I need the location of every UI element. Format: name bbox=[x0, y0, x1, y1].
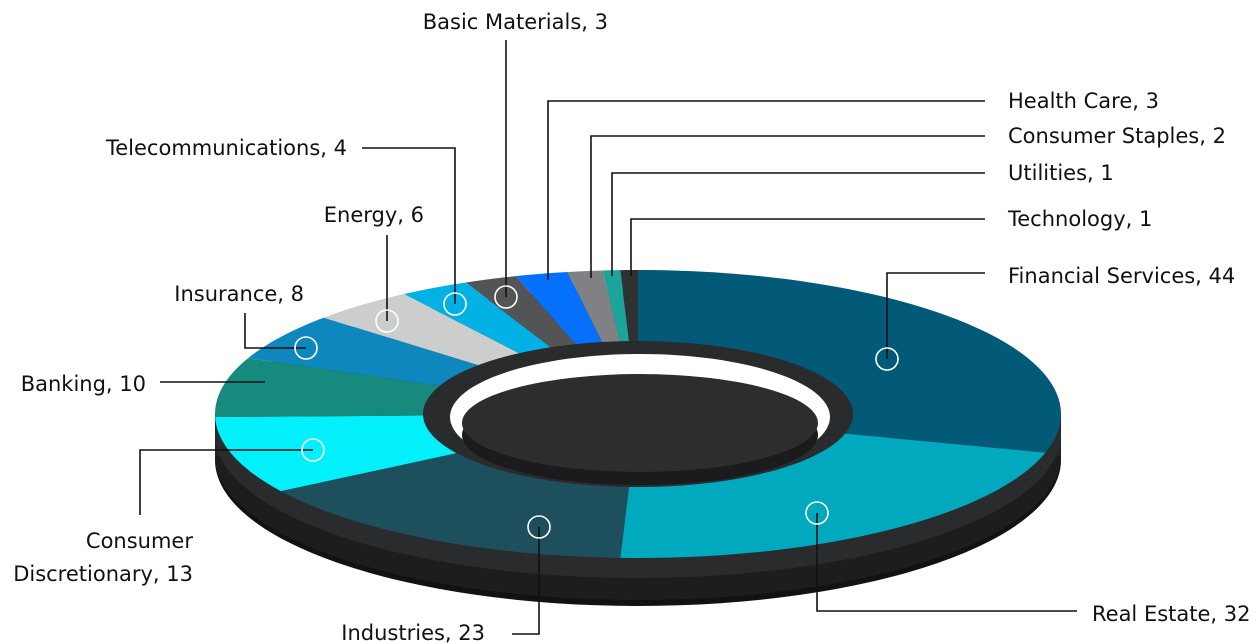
leader-line-utilities bbox=[611, 172, 985, 276]
label-group-banking: Banking, 10 bbox=[21, 372, 265, 396]
label-banking: Banking, 10 bbox=[21, 372, 146, 396]
label-technology: Technology, 1 bbox=[1007, 207, 1152, 231]
marker-consumer-discretionary bbox=[301, 438, 325, 462]
slice-technology bbox=[620, 270, 638, 342]
slice-labels: Financial Services, 44 Real Estate, 32 Ind… bbox=[13, 10, 1250, 644]
label-consumer-staples: Consumer Staples, 2 bbox=[1008, 124, 1226, 148]
label-consumer-discretionary-line2: Discretionary, 13 bbox=[13, 562, 193, 586]
label-group-technology: Technology, 1 bbox=[630, 207, 1152, 276]
leader-line-telecommunications bbox=[362, 147, 456, 304]
marker-telecommunications bbox=[443, 292, 467, 316]
leader-line-insurance bbox=[244, 313, 306, 349]
label-industries: Industries, 23 bbox=[341, 621, 485, 644]
slice-telecommunications bbox=[403, 282, 551, 354]
marker-industries bbox=[527, 515, 551, 539]
label-group-consumer-staples: Consumer Staples, 2 bbox=[590, 124, 1226, 278]
label-health-care: Health Care, 3 bbox=[1008, 89, 1159, 113]
slice-health-care bbox=[515, 272, 603, 345]
leader-line-health-care bbox=[547, 100, 985, 280]
label-group-industries: Industries, 23 bbox=[341, 515, 551, 644]
leader-line-technology bbox=[630, 218, 985, 276]
label-group-telecommunications: Telecommunications, 4 bbox=[105, 136, 467, 316]
marker-financial-services bbox=[875, 347, 899, 371]
label-energy: Energy, 6 bbox=[324, 203, 424, 227]
slice-insurance bbox=[248, 317, 479, 386]
label-real-estate: Real Estate, 32 bbox=[1092, 602, 1250, 626]
leader-line-consumer-discretionary bbox=[139, 449, 313, 515]
donut-hole bbox=[444, 348, 836, 485]
label-financial-services: Financial Services, 44 bbox=[1008, 264, 1235, 288]
slice-banking bbox=[215, 358, 440, 418]
label-group-financial-services: Financial Services, 44 bbox=[875, 264, 1235, 371]
center-disc-top bbox=[462, 374, 818, 472]
label-consumer-discretionary-line1: Consumer bbox=[86, 529, 193, 553]
marker-real-estate bbox=[805, 501, 829, 525]
leader-line-financial-services bbox=[886, 272, 985, 359]
slice-financial-services bbox=[638, 270, 1061, 453]
leader-line-industries bbox=[512, 527, 540, 635]
label-group-real-estate: Real Estate, 32 bbox=[805, 501, 1250, 626]
slice-energy bbox=[323, 294, 520, 366]
label-group-utilities: Utilities, 1 bbox=[611, 161, 1114, 276]
label-basic-materials: Basic Materials, 3 bbox=[423, 10, 608, 34]
label-group-consumer-discretionary: Consumer Discretionary, 13 bbox=[13, 438, 325, 586]
label-group-insurance: Insurance, 8 bbox=[174, 282, 318, 360]
leader-line-real-estate bbox=[816, 513, 1077, 612]
label-group-basic-materials: Basic Materials, 3 bbox=[423, 10, 608, 309]
marker-energy bbox=[375, 309, 399, 333]
slice-basic-materials bbox=[465, 276, 576, 348]
slice-utilities bbox=[602, 270, 629, 342]
slice-industries bbox=[280, 453, 629, 558]
marker-basic-materials bbox=[494, 285, 518, 309]
slice-consumer-staples bbox=[567, 270, 621, 343]
leader-line-consumer-staples bbox=[590, 135, 985, 278]
slice-real-estate bbox=[620, 433, 1046, 558]
label-telecommunications: Telecommunications, 4 bbox=[105, 136, 347, 160]
marker-insurance bbox=[294, 336, 318, 360]
label-utilities: Utilities, 1 bbox=[1008, 161, 1114, 185]
label-group-health-care: Health Care, 3 bbox=[547, 89, 1159, 280]
donut-slices bbox=[215, 270, 1061, 558]
label-group-energy: Energy, 6 bbox=[324, 203, 424, 333]
label-insurance: Insurance, 8 bbox=[174, 282, 304, 306]
slice-consumer-discretionary bbox=[215, 415, 457, 492]
